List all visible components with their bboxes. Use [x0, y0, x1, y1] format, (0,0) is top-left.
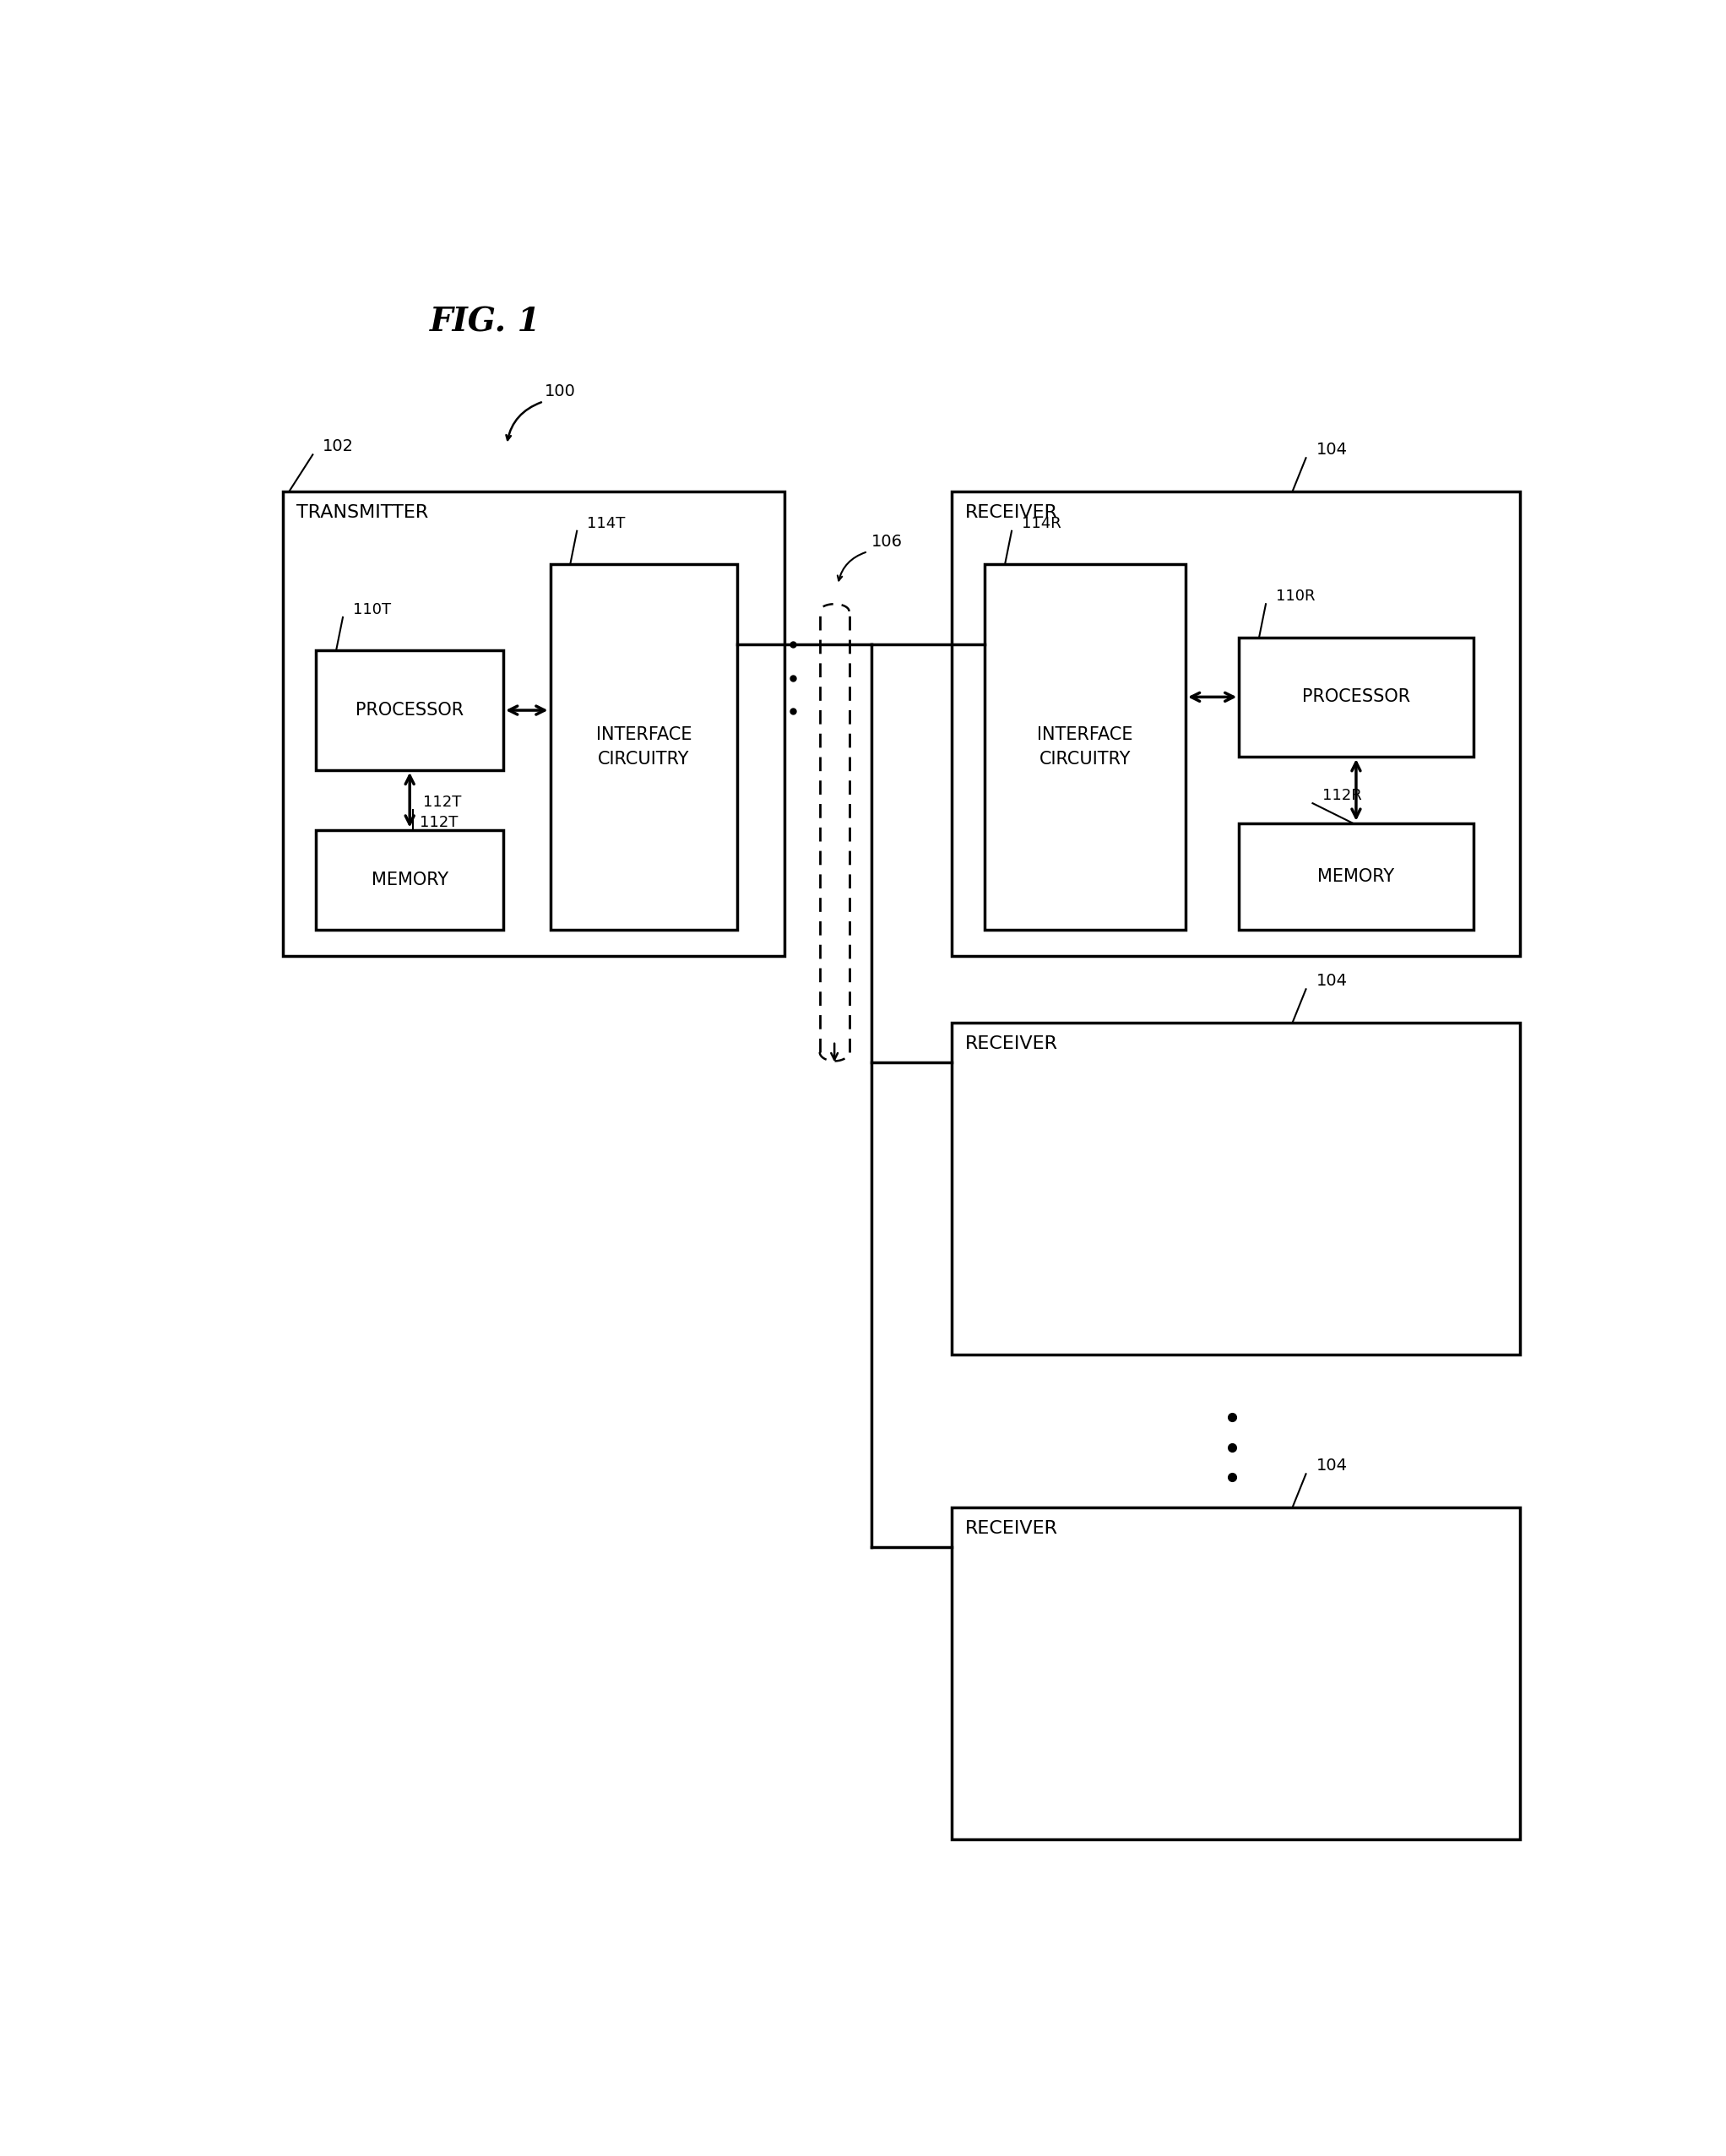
- Bar: [951, 492, 1521, 955]
- Bar: [551, 565, 737, 929]
- Text: 112R: 112R: [1322, 789, 1362, 804]
- Text: PROCESSOR: PROCESSOR: [356, 703, 464, 718]
- Bar: [1239, 824, 1474, 929]
- Text: 110T: 110T: [352, 602, 392, 617]
- Text: RECEIVER: RECEIVER: [965, 1520, 1058, 1537]
- Text: PROCESSOR: PROCESSOR: [1301, 688, 1410, 705]
- Text: 110R: 110R: [1276, 589, 1315, 604]
- Bar: [951, 1022, 1521, 1354]
- Text: RECEIVER: RECEIVER: [965, 1035, 1058, 1052]
- Text: INTERFACE
CIRCUITRY: INTERFACE CIRCUITRY: [1037, 727, 1134, 768]
- Text: INTERFACE
CIRCUITRY: INTERFACE CIRCUITRY: [595, 727, 692, 768]
- Text: 104: 104: [1315, 972, 1348, 990]
- Text: 106: 106: [872, 533, 903, 550]
- Bar: [1239, 638, 1474, 757]
- Text: 100: 100: [545, 384, 576, 399]
- Text: 112T: 112T: [419, 815, 457, 830]
- Bar: [316, 830, 504, 929]
- Text: RECEIVER: RECEIVER: [965, 505, 1058, 522]
- Text: 102: 102: [323, 438, 354, 455]
- Text: 104: 104: [1315, 1457, 1348, 1475]
- Text: FIG. 1: FIG. 1: [430, 306, 540, 338]
- Bar: [316, 651, 504, 770]
- Text: 114R: 114R: [1022, 515, 1061, 530]
- Text: 112T: 112T: [423, 796, 461, 811]
- Text: TRANSMITTER: TRANSMITTER: [297, 505, 428, 522]
- Bar: [283, 492, 784, 955]
- Text: MEMORY: MEMORY: [1317, 869, 1395, 884]
- Bar: [951, 1507, 1521, 1839]
- Text: 114T: 114T: [587, 515, 625, 530]
- Text: 104: 104: [1315, 442, 1348, 457]
- Text: MEMORY: MEMORY: [371, 871, 449, 888]
- Bar: [986, 565, 1186, 929]
